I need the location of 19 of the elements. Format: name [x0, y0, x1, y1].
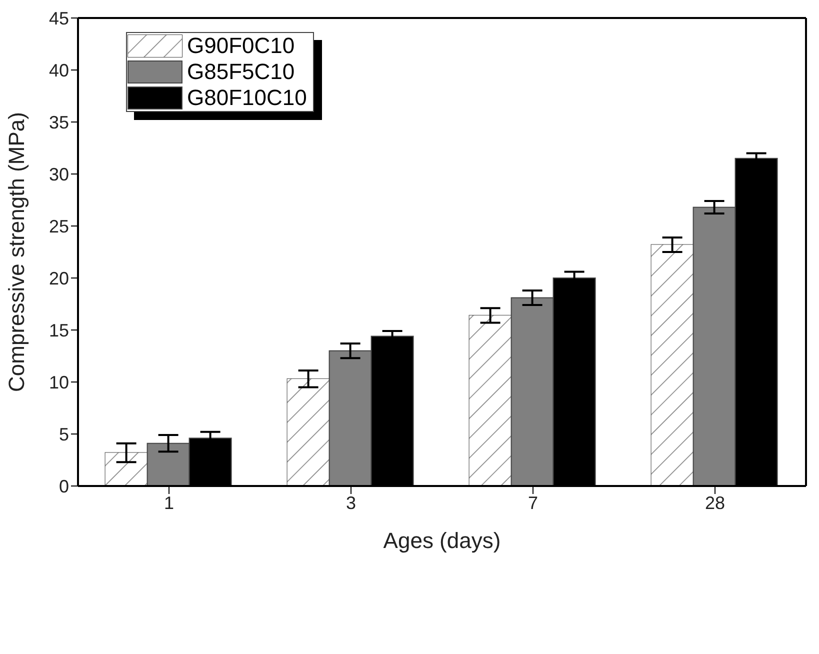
x-axis-title: Ages (days) — [383, 528, 501, 553]
x-tick-label: 7 — [528, 492, 538, 513]
legend-label: G90F0C10 — [187, 33, 295, 59]
y-tick-label: 15 — [48, 320, 69, 340]
legend-label: G85F5C10 — [187, 59, 295, 85]
x-tick-label: 3 — [346, 492, 356, 513]
y-tick-label: 0 — [58, 476, 69, 496]
y-tick-label: 5 — [58, 424, 69, 444]
y-tick-label: 45 — [48, 8, 69, 28]
y-axis-title: Compressive strength (MPa) — [4, 112, 29, 392]
legend-label: G80F10C10 — [187, 85, 307, 111]
y-tick-label: 25 — [48, 216, 69, 236]
y-tick-label: 35 — [48, 112, 69, 132]
y-tick-label: 40 — [48, 60, 69, 80]
y-tick-label: 10 — [48, 372, 69, 392]
x-tick-label: 28 — [704, 492, 726, 513]
y-tick-label: 20 — [48, 268, 69, 288]
y-tick-label: 30 — [48, 164, 69, 184]
x-tick-label: 1 — [164, 492, 174, 513]
